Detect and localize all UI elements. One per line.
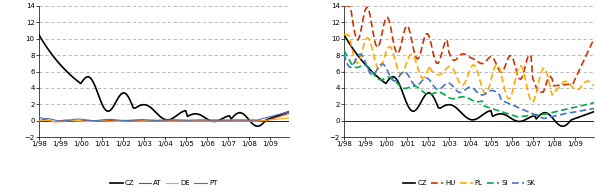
Line: PT: PT (39, 112, 289, 121)
HU (534, 91, 541, 93)
Line: PL: PL (344, 35, 594, 102)
CZ (236, 112, 244, 114)
Line: HU: HU (344, 6, 594, 92)
DE (242, 120, 249, 122)
AT (73, 120, 81, 122)
CZ (519, 120, 526, 122)
PT (242, 119, 249, 121)
AT (216, 120, 223, 122)
Legend: CZ, HU, PL, SI, SK: CZ, HU, PL, SI, SK (400, 177, 538, 189)
HU (377, 39, 384, 41)
AT (238, 120, 245, 122)
SI (521, 115, 528, 117)
DE (35, 120, 42, 122)
AT (35, 120, 42, 122)
PT (285, 111, 293, 113)
CZ (35, 34, 42, 36)
Line: CZ: CZ (344, 35, 594, 126)
CZ (358, 59, 365, 61)
SI (513, 115, 521, 118)
SI (543, 113, 550, 115)
CZ (53, 59, 60, 61)
CZ (590, 111, 597, 113)
HU (547, 75, 554, 78)
HU (340, 5, 347, 7)
HU (519, 76, 526, 78)
CZ (377, 78, 384, 81)
CZ (417, 101, 424, 103)
PL (519, 66, 526, 69)
PL (529, 101, 536, 103)
PT (216, 119, 223, 121)
SK (340, 53, 347, 55)
HU (358, 27, 365, 29)
CZ (545, 113, 552, 115)
CZ (240, 113, 247, 115)
PL (590, 85, 597, 87)
SK (543, 117, 550, 119)
AT (114, 120, 121, 122)
PT (35, 117, 42, 120)
DE (216, 120, 223, 122)
CZ (541, 112, 549, 114)
CZ (285, 111, 293, 113)
AT (51, 121, 58, 123)
SI (358, 65, 365, 67)
HU (417, 50, 424, 53)
SK (358, 54, 365, 56)
AT (285, 112, 293, 115)
SI (377, 79, 384, 81)
Legend: CZ, AT, DE, PT: CZ, AT, DE, PT (107, 177, 220, 189)
AT (54, 120, 61, 122)
Line: CZ: CZ (39, 35, 289, 126)
PT (73, 118, 81, 120)
CZ (214, 120, 221, 122)
PT (58, 120, 65, 122)
DE (114, 120, 121, 122)
SK (417, 81, 424, 83)
HU (543, 81, 550, 83)
DE (56, 121, 63, 123)
SI (590, 102, 597, 104)
DE (285, 117, 293, 119)
PL (340, 34, 347, 36)
PT (114, 119, 121, 121)
DE (238, 120, 245, 122)
PL (358, 53, 365, 55)
Line: SK: SK (344, 54, 594, 118)
SI (340, 49, 347, 52)
DE (73, 120, 81, 122)
SI (417, 89, 424, 91)
HU (590, 38, 597, 40)
CZ (254, 125, 261, 127)
DE (53, 121, 60, 123)
SK (377, 63, 384, 66)
SK (590, 107, 597, 110)
SI (547, 112, 554, 114)
CZ (112, 101, 119, 103)
CZ (72, 78, 79, 81)
Line: AT: AT (39, 113, 289, 122)
PL (417, 75, 424, 77)
PL (547, 86, 554, 89)
PT (53, 119, 60, 122)
CZ (340, 34, 347, 36)
PT (238, 119, 245, 121)
PL (543, 72, 550, 74)
SK (519, 108, 526, 111)
PL (377, 67, 384, 69)
AT (242, 120, 249, 122)
Line: DE: DE (39, 118, 289, 122)
Line: SI: SI (344, 51, 594, 117)
CZ (559, 125, 566, 127)
SK (540, 117, 547, 120)
SK (547, 116, 554, 118)
